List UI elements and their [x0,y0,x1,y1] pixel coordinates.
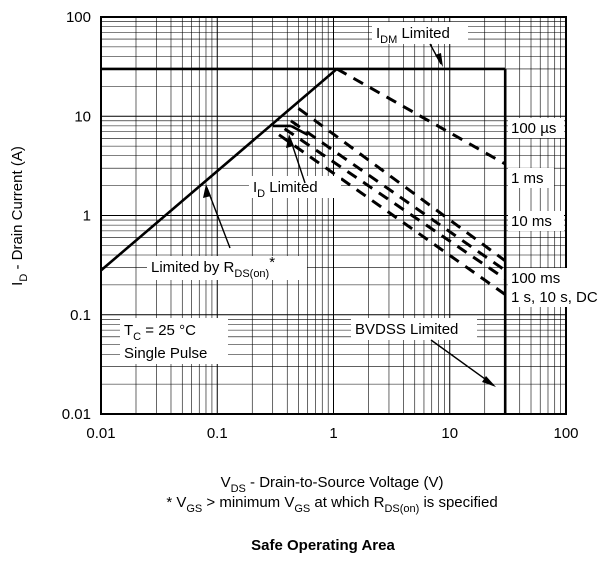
y-tick-label: 1 [83,208,91,225]
idm-label: IDM Limited [376,25,450,46]
annotation-arrowheads [203,53,496,387]
x-tick-label: 0.01 [86,425,115,442]
series-curve-10ms [290,119,507,272]
series-curve-100ms [283,127,507,281]
label-1ms-bg [508,168,554,188]
arrowhead-idm [435,53,443,67]
label-100us: 100 µs [511,120,556,137]
x-tick-label: 0.1 [207,425,228,442]
id-limited-label-bg [249,176,341,198]
y-tick-label: 0.1 [70,307,91,324]
idm-label-bg [372,22,468,44]
rdson-label-bg [147,256,307,280]
label-100us-bg [508,118,564,138]
label-1ms: 1 ms [511,170,544,187]
series-curve-100us [336,67,506,166]
x-tick-label: 1 [329,425,337,442]
x-tick-label: 100 [553,425,578,442]
label-100ms: 100 ms [511,270,560,287]
label-1s-bg [508,287,612,307]
footnote: * VGS > minimum VGS at which RDS(on) is … [166,494,497,515]
series-curve-1s-dc [278,133,507,296]
series-curve-1ms [297,107,507,263]
single-pulse-label: Single Pulse [124,345,207,362]
arrow-rdson [206,187,231,249]
label-100ms-bg [508,268,572,288]
y-tick-label: 0.01 [62,406,91,423]
arrowhead-bvdss [482,376,496,387]
rdson-label: Limited by RDS(on)* [151,254,275,280]
arrow-bvdss [430,339,493,385]
series-rdson-limit [100,67,338,272]
grid [101,17,566,414]
x-axis-label: VDS - Drain-to-Source Voltage (V) [221,474,444,495]
y-axis-label: ID - Drain Current (A) [9,146,30,286]
chart-title: Safe Operating Area [251,537,395,554]
y-tick-label: 100 [66,9,91,26]
label-10ms-bg [508,211,564,231]
label-1s: 1 s, 10 s, DC [511,289,598,306]
series-layer [100,67,507,414]
arrowhead-rdson [203,184,211,198]
tc-label-bg [120,318,228,364]
plot-frame [100,16,567,415]
id-limited-label: ID Limited [253,179,318,200]
y-tick-label: 10 [74,108,91,125]
bvdss-label: BVDSS Limited [355,321,458,338]
tick-labels: 0.01 0.1 1 10 100 0.01 0.1 1 10 100 [62,9,579,442]
arrowhead-id-limited [286,134,294,148]
series-dc-step-b [290,124,309,136]
label-10ms: 10 ms [511,213,552,230]
bvdss-label-bg [351,318,477,340]
x-tick-label: 10 [441,425,458,442]
tc-label: TC = 25 °C [124,322,196,343]
